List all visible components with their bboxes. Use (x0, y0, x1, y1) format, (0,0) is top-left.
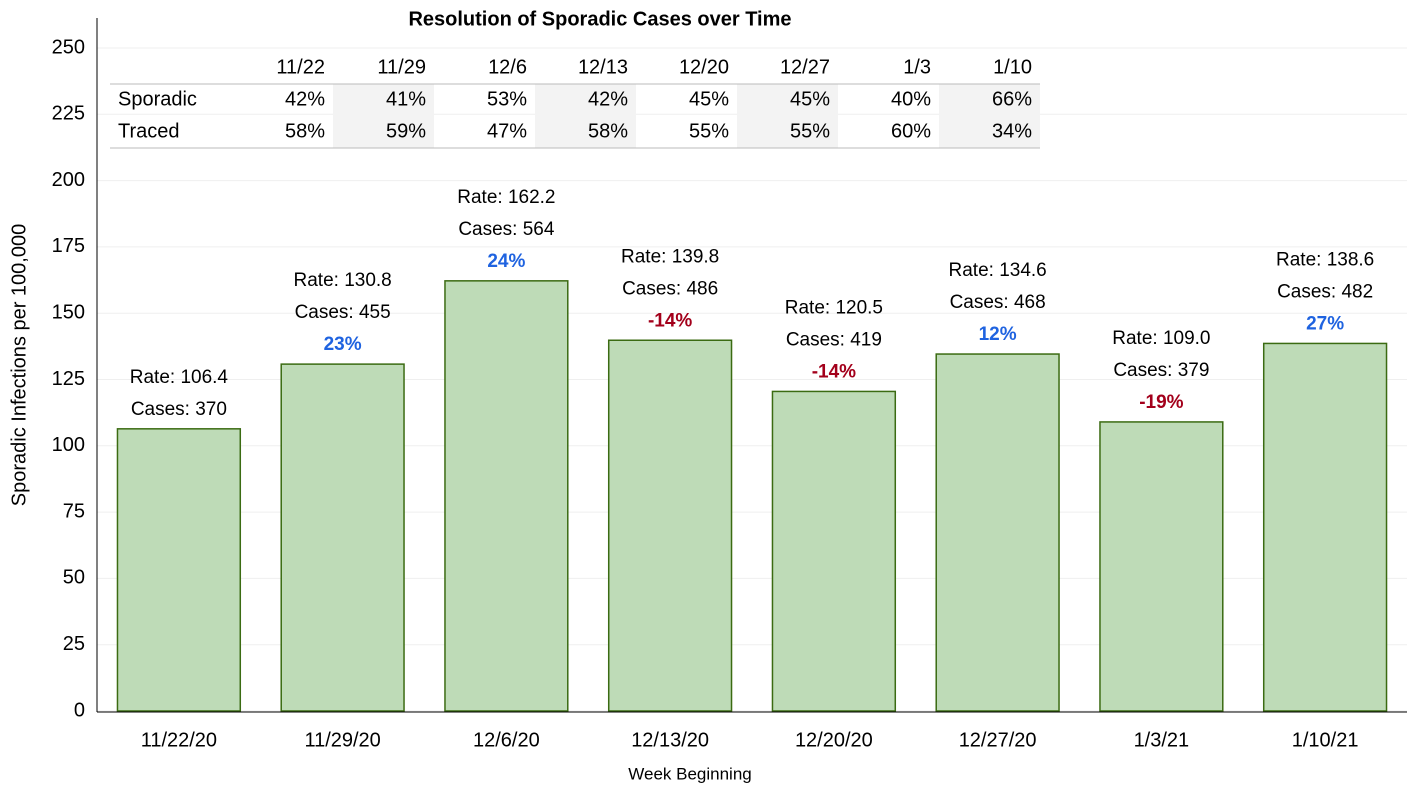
y-tick-label: 150 (52, 301, 85, 323)
y-tick-label: 125 (52, 368, 85, 390)
x-axis-label: Week Beginning (628, 764, 752, 783)
chart-title: Resolution of Sporadic Cases over Time (408, 8, 791, 30)
value-label: Rate: 138.6 (1276, 249, 1374, 270)
bar (607, 339, 733, 712)
cases-label: Cases: 379 (1113, 360, 1209, 381)
x-tick-label: 1/10/21 (1292, 729, 1359, 751)
table-shade (737, 84, 838, 148)
table-cell: 55% (790, 120, 830, 142)
bar (280, 363, 405, 712)
table-shade (535, 84, 636, 148)
value-label: Rate: 109.0 (1112, 328, 1210, 349)
x-tick-label: 12/13/20 (631, 729, 709, 751)
bar (1262, 342, 1388, 712)
change-label: 24% (487, 251, 525, 272)
table-cell: 58% (588, 120, 628, 142)
table-shade (333, 84, 434, 148)
x-tick-label: 12/27/20 (959, 729, 1037, 751)
cases-label: Cases: 564 (458, 219, 555, 240)
y-tick-label: 0 (74, 699, 85, 721)
cases-label: Cases: 419 (786, 329, 882, 350)
bar (771, 390, 897, 712)
value-label: Rate: 134.6 (949, 260, 1047, 281)
y-tick-label: 25 (63, 633, 85, 655)
y-tick-label: 250 (52, 36, 85, 58)
x-tick-label: 11/22/20 (141, 729, 217, 751)
value-label: Rate: 130.8 (294, 270, 392, 291)
y-tick-label: 200 (52, 169, 85, 191)
value-label: Rate: 120.5 (785, 297, 883, 318)
table-header: 12/27 (780, 56, 830, 78)
table-shade (939, 84, 1040, 148)
table-cell: 42% (285, 88, 325, 110)
table-cell: 45% (689, 88, 729, 110)
y-tick-label: 75 (63, 500, 85, 522)
table-header: 12/20 (679, 56, 729, 78)
table-cell: 55% (689, 120, 729, 142)
bar (935, 353, 1060, 712)
bar (1099, 421, 1224, 712)
cases-label: Cases: 455 (295, 302, 391, 323)
table-cell: 66% (992, 88, 1032, 110)
value-label: Rate: 139.8 (621, 246, 719, 267)
cases-label: Cases: 482 (1277, 281, 1373, 302)
value-label: Rate: 106.4 (130, 367, 229, 388)
change-label: 23% (324, 334, 362, 355)
table-header: 12/6 (488, 56, 527, 78)
x-tick-label: 1/3/21 (1134, 729, 1190, 751)
bar (444, 280, 569, 712)
change-label: -14% (812, 361, 856, 382)
table-cell: 41% (386, 88, 426, 110)
table-header: 1/3 (903, 56, 931, 78)
x-tick-label: 11/29/20 (304, 729, 380, 751)
table-header: 11/29 (377, 56, 426, 78)
y-tick-label: 100 (52, 434, 85, 456)
y-tick-label: 50 (63, 567, 85, 589)
table-header: 1/10 (993, 56, 1032, 78)
y-tick-label: 225 (52, 103, 85, 125)
y-axis-label: Sporadic Infections per 100,000 (8, 224, 30, 506)
change-label: 27% (1306, 313, 1344, 334)
change-label: 12% (979, 324, 1017, 345)
change-label: -14% (648, 310, 692, 331)
table-cell: 42% (588, 88, 628, 110)
x-tick-label: 12/6/20 (473, 729, 540, 751)
table-cell: 34% (992, 120, 1032, 142)
cases-label: Cases: 468 (950, 292, 1046, 313)
table-row-label: Sporadic (118, 88, 197, 110)
table-cell: 53% (487, 88, 527, 110)
y-tick-label: 175 (52, 235, 85, 257)
table-cell: 59% (386, 120, 426, 142)
table-header: 12/13 (578, 56, 628, 78)
cases-label: Cases: 370 (131, 399, 227, 420)
table-cell: 45% (790, 88, 830, 110)
cases-label: Cases: 486 (622, 278, 718, 299)
table-row-label: Traced (118, 120, 180, 142)
x-tick-label: 12/20/20 (795, 729, 873, 751)
table-header: 11/22 (276, 56, 325, 78)
table-cell: 58% (285, 120, 325, 142)
bar (116, 428, 242, 712)
table-cell: 40% (891, 88, 931, 110)
value-label: Rate: 162.2 (457, 187, 555, 208)
change-label: -19% (1139, 392, 1183, 413)
table-cell: 60% (891, 120, 931, 142)
table-cell: 47% (487, 120, 527, 142)
